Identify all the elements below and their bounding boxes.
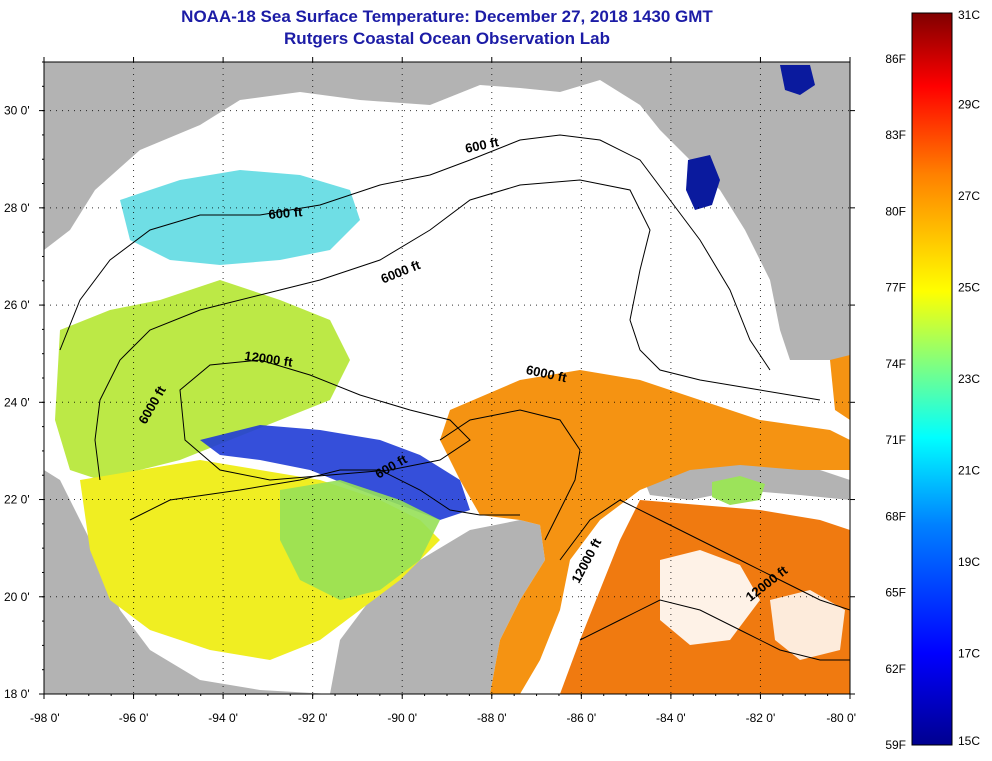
colorbar-celsius-label: 19C [958,555,980,569]
colorbar-fahrenheit-labels: 86F 83F 80F 77F 74F 71F 68F 65F 62F 59F [885,52,906,752]
colorbar-celsius-label: 17C [958,647,980,661]
lon-tick-label: -90 0' [387,711,417,725]
lon-tick-label: -92 0' [298,711,328,725]
colorbar-fahrenheit-label: 62F [885,662,906,676]
lat-tick-label: 18 0' [4,687,30,701]
colorbar-celsius-labels: 31C 29C 27C 25C 23C 21C 19C 17C 15C [958,8,980,748]
contour-12000ft-caribbean [559,499,850,611]
graticule [44,62,850,694]
lon-tick-label: -96 0' [119,711,149,725]
sst-cyan-north [120,170,360,265]
sst-green-west [55,280,350,480]
colorbar-fahrenheit-label: 65F [885,586,906,600]
lat-tick-label: 30 0' [4,104,30,118]
sst-green-cuba [712,476,765,505]
yucatan-land [330,520,545,694]
colorbar-fahrenheit-label: 83F [885,128,906,142]
contour-caribbean-2 [579,599,850,661]
colorbar-fahrenheit-label: 74F [885,357,906,371]
lat-tick-label: 22 0' [4,493,30,507]
sst-dark-blue-florida [686,155,720,210]
lat-tick-label: 26 0' [4,298,30,312]
map-title: NOAA-18 Sea Surface Temperature: Decembe… [181,7,713,26]
cloud-caribbean [660,550,760,645]
contour-label: 600 ft [268,204,304,222]
lon-tick-label: -80 0' [826,711,856,725]
lon-tick-label: -98 0' [30,711,60,725]
contour-6000ft-yucatan [439,409,581,541]
lat-tick-label: 28 0' [4,201,30,215]
mexico-land [44,470,330,694]
sst-orange-loop [440,370,850,694]
sst-orange-east [830,355,850,420]
contour-12000ft [179,359,471,481]
lon-tick-label: -86 0' [567,711,597,725]
lon-tick-label: -94 0' [208,711,238,725]
latitude-axis: 30 0' 28 0' 26 0' 24 0' 22 0' 20 0' 18 0' [4,61,855,701]
sst-blue-band [200,425,470,520]
colorbar-fahrenheit-label: 59F [885,738,906,752]
cloud-loop [500,290,600,360]
colorbar-fahrenheit-label: 86F [885,52,906,66]
contour-label: 12000 ft [243,348,294,370]
lon-tick-label: -82 0' [746,711,776,725]
colorbar-celsius-label: 29C [958,98,980,112]
florida-land [700,62,850,355]
bathymetry-contours [59,134,850,661]
colorbar-celsius-label: 23C [958,372,980,386]
lon-tick-label: -88 0' [477,711,507,725]
colorbar-fahrenheit-label: 71F [885,433,906,447]
lon-tick-label: -84 0' [656,711,686,725]
sst-dark-blue-ne [780,65,815,95]
colorbar-celsius-label: 21C [958,464,980,478]
cloud-caribbean-2 [770,590,845,660]
colorbar-fahrenheit-label: 80F [885,204,906,218]
colorbar-celsius-label: 15C [958,734,980,748]
colorbar-fahrenheit-label: 68F [885,509,906,523]
contour-600ft-campeche [129,469,520,521]
contour-label: 600 ft [464,134,501,156]
map-subtitle: Rutgers Coastal Ocean Observation Lab [284,29,610,48]
colorbar-celsius-label: 31C [958,8,980,22]
sst-green-central [280,480,440,600]
colorbar-celsius-label: 27C [958,189,980,203]
colorbar-fahrenheit-label: 77F [885,281,906,295]
colorbar [911,12,953,746]
colorbar-celsius-label: 25C [958,281,980,295]
lat-tick-label: 20 0' [4,590,30,604]
lat-tick-label: 24 0' [4,395,30,409]
contour-600ft-north [59,134,771,371]
contour-6000ft [94,179,821,481]
longitude-axis: -98 0' -96 0' -94 0' -92 0' -90 0' -88 0' -86 … [30,57,856,725]
